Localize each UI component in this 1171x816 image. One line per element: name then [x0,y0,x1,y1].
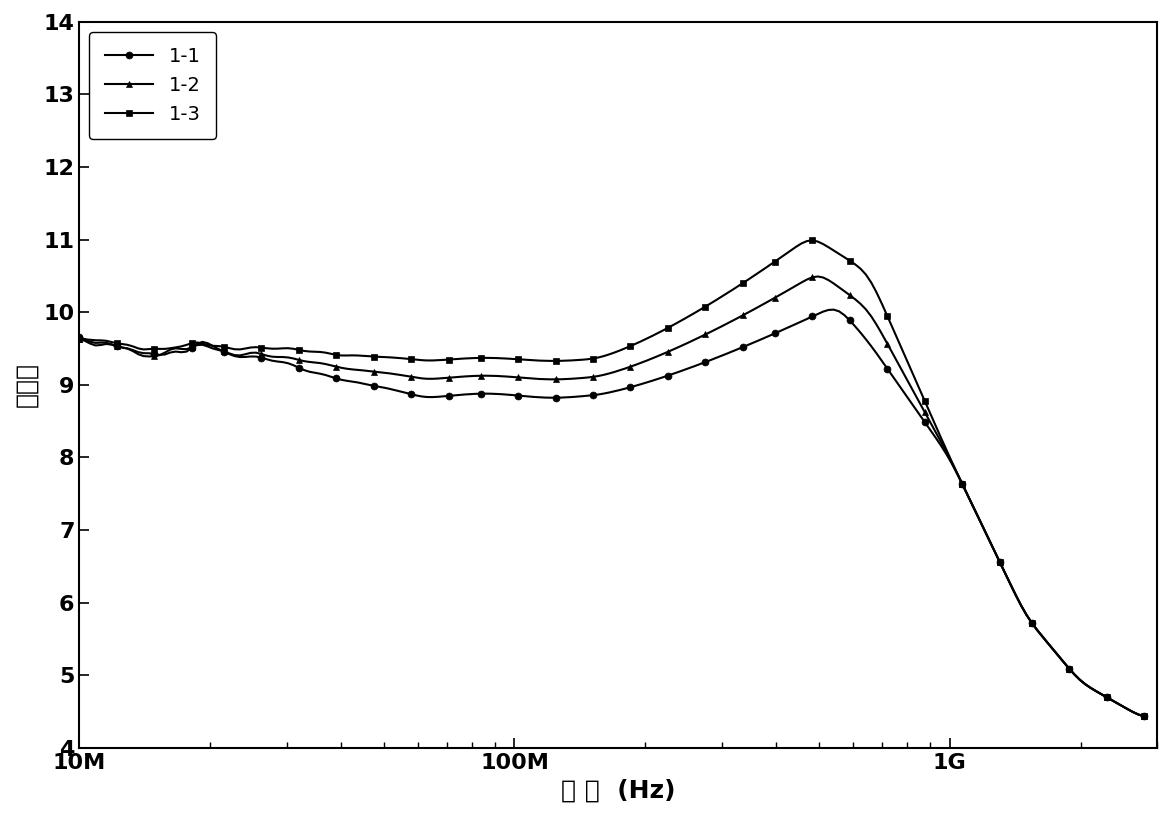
1-1 [356,379,370,388]
Y-axis label: 磁导率: 磁导率 [14,362,37,407]
1-3 [356,351,370,361]
1-1 [1052,651,1066,661]
1-1 [1137,712,1151,721]
1-2 [356,366,370,375]
1-2 [115,343,129,353]
Line: 1-3: 1-3 [76,237,1148,720]
Line: 1-1: 1-1 [76,306,1148,720]
Legend: 1-1, 1-2, 1-3: 1-1, 1-2, 1-3 [89,32,217,140]
1-3 [1089,686,1103,696]
1-1 [827,304,841,314]
1-2 [271,352,285,361]
1-1 [73,332,87,342]
1-2 [810,272,824,282]
1-2 [1052,651,1066,661]
1-3 [137,344,151,354]
1-1 [271,357,285,366]
1-3 [271,344,285,353]
X-axis label: 频 率  (Hz): 频 率 (Hz) [561,778,676,802]
1-3 [1137,712,1151,721]
1-3 [806,236,820,246]
1-2 [137,351,151,361]
1-3 [73,335,87,344]
Line: 1-2: 1-2 [76,273,1148,720]
1-1 [137,348,151,358]
1-2 [73,335,87,344]
1-1 [115,343,129,353]
1-3 [1052,651,1066,661]
1-2 [1137,712,1151,721]
1-1 [1089,686,1103,696]
1-3 [115,339,129,349]
1-2 [1089,686,1103,696]
